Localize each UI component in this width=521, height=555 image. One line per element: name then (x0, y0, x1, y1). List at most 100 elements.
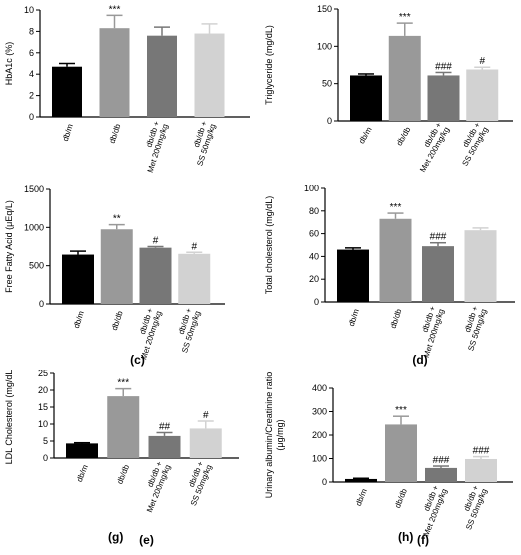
bar (66, 443, 98, 458)
category-label-line: db/m (354, 487, 369, 507)
category-label: db/m (72, 310, 86, 330)
chart-triglyceride: 0 50 100 150 Triglyceride (mg/dL) db/m *** db/d… (260, 0, 521, 185)
category-label: db/m (61, 123, 75, 143)
chart-urinary-albumin: 0 100 200 300 400 Urinary albumin/Creatinine … (260, 370, 521, 550)
category-label-line: db/m (347, 308, 361, 328)
category-label: db/db (108, 122, 123, 144)
y-tick-label: 40 (309, 251, 319, 261)
y-tick-label: 500 (29, 261, 44, 271)
category-label: db/m (347, 308, 361, 328)
y-axis-label: Triglyceride (mg/dL) (264, 25, 274, 105)
bar (139, 247, 172, 304)
category-label: db/db +Met 200mg/kg (418, 121, 451, 174)
significance-label: # (479, 56, 485, 67)
y-tick-label: 25 (38, 370, 48, 378)
bar (385, 424, 417, 482)
significance-label: ### (430, 232, 447, 243)
significance-label: *** (109, 4, 121, 15)
category-label: db/db +Met 200mg/kg (145, 460, 172, 514)
significance-label: *** (399, 12, 411, 23)
y-tick-label: 100 (317, 41, 332, 51)
y-tick-label: 20 (309, 274, 319, 284)
y-tick-label: 200 (312, 430, 327, 440)
y-tick-label: 60 (309, 229, 319, 239)
bar (148, 435, 181, 458)
chart-svg-free-fatty-acid: 0 500 1000 1500 Free Fatty Acid (μEq/L) db/m *… (4, 184, 225, 367)
y-axis-label: LDL Cholesterol (mg/dL) (4, 370, 14, 464)
y-tick-label: 20 (38, 385, 48, 395)
y-tick-label: 0 (327, 116, 332, 126)
y-tick-label: 0 (314, 297, 319, 307)
bar (62, 254, 94, 304)
bar (427, 75, 460, 121)
category-label: db/db +SS 50mg/kg (187, 460, 214, 507)
significance-label: *** (390, 202, 402, 213)
bar (379, 218, 412, 302)
panel-label-g: (g) (108, 530, 124, 544)
category-label: db/db (110, 309, 125, 331)
y-axis-label: HbA1c (%) (4, 42, 14, 86)
category-label-line: db/m (357, 125, 374, 145)
category-label-line: db/db (110, 309, 125, 331)
category-label-line: db/db (389, 307, 404, 329)
y-axis-label: Urinary albumin/Creatinine ratio (264, 372, 274, 499)
significance-label: # (203, 410, 209, 421)
category-label-line: db/db (393, 487, 409, 509)
panel-label: (d) (412, 353, 427, 367)
y-tick-label: 100 (312, 454, 327, 464)
y-tick-label: 0 (43, 453, 48, 463)
chart-hba1c: 0 2 4 6 8 10 HbA1c (%) db/m *** db/db db/db + Met 2… (0, 0, 260, 185)
significance-label: ** (113, 214, 121, 225)
bar (465, 458, 497, 482)
bar (189, 428, 222, 458)
category-label: db/m (354, 487, 369, 507)
category-label: db/db +Met 200mg/kg (420, 305, 445, 359)
category-label: db/db +SS 50mg/kg (463, 305, 488, 352)
y-tick-label: 10 (24, 5, 34, 15)
y-tick-label: 50 (322, 79, 332, 89)
y-tick-label: 10 (38, 419, 48, 429)
bar (194, 33, 225, 117)
bar (422, 246, 454, 302)
chart-svg-total-cholesterol: 0 20 40 60 80 100 Total cholesterol (mg/dL) db/… (264, 183, 515, 367)
y-tick-label: 400 (312, 383, 327, 393)
bar (100, 229, 133, 304)
significance-label: ### (435, 61, 452, 72)
y-tick-label: 6 (29, 48, 34, 58)
category-label: db/db +SS 50mg/kg (460, 121, 490, 168)
bar (345, 478, 377, 482)
bar (337, 249, 369, 302)
category-label-line: db/m (61, 123, 75, 143)
bar (350, 75, 382, 121)
y-tick-label: 1500 (24, 185, 44, 194)
chart-free-fatty-acid: 0 500 1000 1500 Free Fatty Acid (μEq/L) db/m *… (0, 184, 260, 370)
chart-svg-urinary-albumin: 0 100 200 300 400 Urinary albumin/Creatinine … (264, 372, 513, 547)
category-label-line: db/db (395, 125, 413, 147)
significance-label: # (153, 236, 159, 247)
chart-svg-hba1c: 0 2 4 6 8 10 HbA1c (%) db/m *** db/db db/db +Met 2… (4, 4, 250, 174)
panel-label: (e) (139, 533, 154, 547)
bar (107, 396, 140, 458)
y-tick-label: 150 (317, 4, 332, 14)
y-tick-label: 300 (312, 407, 327, 417)
bar (147, 35, 177, 117)
panel-label-h: (h) (398, 530, 414, 544)
category-label: db/m (75, 463, 90, 483)
y-axis-label: (μg/mg) (275, 419, 285, 450)
y-tick-label: 0 (322, 477, 327, 487)
y-axis-label: Total cholesterol (mg/dL) (264, 196, 274, 295)
y-tick-label: 2 (29, 91, 34, 101)
y-tick-label: 1000 (24, 222, 44, 232)
category-label-line: db/db (115, 463, 131, 485)
y-tick-label: 80 (309, 206, 319, 216)
category-label: db/db +SS 50mg/kg (177, 307, 202, 354)
y-tick-label: 0 (29, 112, 34, 122)
bar (464, 230, 497, 302)
bar (425, 467, 457, 482)
significance-label: ## (159, 422, 171, 433)
y-tick-label: 4 (29, 69, 34, 79)
panel-label: (c) (130, 353, 145, 367)
bar (99, 28, 130, 117)
bar (52, 66, 82, 117)
chart-ldl-cholesterol: 0 5 10 15 20 25 LDL Cholesterol (mg/dL) db/m ***… (0, 367, 260, 550)
